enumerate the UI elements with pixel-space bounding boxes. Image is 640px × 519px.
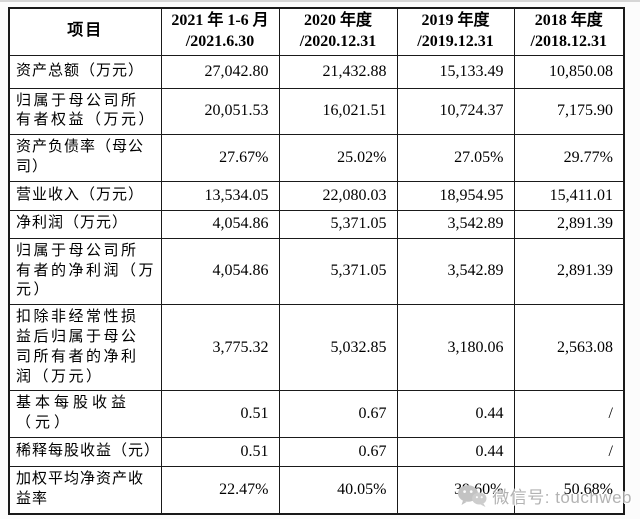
cell-value: 3,542.89 xyxy=(396,209,515,239)
header-period-2019: 2019 年度 /2019.12.31 xyxy=(396,7,515,56)
cell-value: 25.02% xyxy=(278,134,398,182)
table-row-revenue: 营业收入（万元） 13,534.05 22,080.03 18,954.95 1… xyxy=(8,180,625,211)
cell-value: 0.51 xyxy=(160,390,280,438)
table-row-net-profit: 净利润（万元） 4,054.86 5,371.05 3,542.89 2,891… xyxy=(8,209,625,239)
table-row-parent-net-profit: 归属于母公司所 有者的净利润（万 元） 4,054.86 5,371.05 3,… xyxy=(8,237,625,306)
cell-value: 27,042.80 xyxy=(160,54,280,89)
table-row-parent-equity: 归属于母公司所 有者权益（万元） 20,051.53 16,021.51 10,… xyxy=(8,87,625,136)
cell-value: 22,080.03 xyxy=(278,180,398,211)
cell-value: 2,891.39 xyxy=(513,237,625,306)
cell-value: 16,021.51 xyxy=(278,87,398,136)
row-label: 归属于母公司所 有者的净利润（万 元） xyxy=(8,237,162,306)
table-row-diluted-eps: 稀释每股收益（元） 0.51 0.67 0.44 / xyxy=(8,436,625,467)
cell-value: 0.44 xyxy=(396,436,515,467)
cell-value: 3,775.32 xyxy=(160,304,280,392)
cell-value: 27.67% xyxy=(160,134,280,182)
cell-value: / xyxy=(513,436,625,467)
cell-value: 40.05% xyxy=(278,465,398,515)
cell-value: 15,411.01 xyxy=(513,180,625,211)
cell-value: 0.44 xyxy=(396,390,515,438)
financial-summary-table: 项目 2021 年 1-6 月 /2021.6.30 2020 年度 /2020… xyxy=(8,7,625,515)
cell-value: / xyxy=(513,390,625,438)
watermark: 微信号: touchweb xyxy=(457,483,632,508)
row-label: 资产负债率（母公 司） xyxy=(8,134,162,182)
header-period-2021: 2021 年 1-6 月 /2021.6.30 xyxy=(160,7,280,56)
cell-value: 22.47% xyxy=(160,465,280,515)
cell-value: 20,051.53 xyxy=(160,87,280,136)
cell-value: 3,180.06 xyxy=(396,304,515,392)
watermark-text: 微信号: touchweb xyxy=(492,488,632,507)
cell-value: 50.68% xyxy=(513,465,625,515)
cell-value: 7,175.90 xyxy=(513,87,625,136)
cell-value: 3,542.89 xyxy=(396,237,515,306)
header-item: 项目 xyxy=(8,7,162,56)
cell-value: 2,891.39 xyxy=(513,209,625,239)
row-label: 资产总额（万元） xyxy=(8,54,162,89)
cell-value: 21,432.88 xyxy=(278,54,398,89)
table-row-debt-ratio: 资产负债率（母公 司） 27.67% 25.02% 27.05% 29.77% xyxy=(8,134,625,182)
table-row-basic-eps: 基本每股收益 （元） 0.51 0.67 0.44 / xyxy=(8,390,625,438)
cell-value: 15,133.49 xyxy=(396,54,515,89)
header-period-2018: 2018 年度 /2018.12.31 xyxy=(513,7,625,56)
cell-value: 0.51 xyxy=(160,436,280,467)
cell-value: 4,054.86 xyxy=(160,237,280,306)
table-row-deducted-net-profit: 扣除非经常性损 益后归属于母公 司所有者的净利 润（万元） 3,775.32 5… xyxy=(8,304,625,392)
cell-value: 18,954.95 xyxy=(396,180,515,211)
row-label: 归属于母公司所 有者权益（万元） xyxy=(8,87,162,136)
row-label: 净利润（万元） xyxy=(8,209,162,239)
cell-value: 5,371.05 xyxy=(278,237,398,306)
cell-value: 5,371.05 xyxy=(278,209,398,239)
row-label: 加权平均净资产收 益率 xyxy=(8,465,162,515)
cell-value: 27.05% xyxy=(396,134,515,182)
header-period-2020: 2020 年度 /2020.12.31 xyxy=(278,7,398,56)
cell-value: 2,563.08 xyxy=(513,304,625,392)
cell-value: 10,850.08 xyxy=(513,54,625,89)
row-label: 扣除非经常性损 益后归属于母公 司所有者的净利 润（万元） xyxy=(8,304,162,392)
wechat-icon xyxy=(457,484,487,508)
cell-value: 0.67 xyxy=(278,390,398,438)
cell-value: 13,534.05 xyxy=(160,180,280,211)
cell-value: 29.77% xyxy=(513,134,625,182)
row-label: 营业收入（万元） xyxy=(8,180,162,211)
cell-value: 0.67 xyxy=(278,436,398,467)
cell-value: 5,032.85 xyxy=(278,304,398,392)
row-label: 稀释每股收益（元） xyxy=(8,436,162,467)
row-label: 基本每股收益 （元） xyxy=(8,390,162,438)
cell-value: 10,724.37 xyxy=(396,87,515,136)
table-row-total-assets: 资产总额（万元） 27,042.80 21,432.88 15,133.49 1… xyxy=(8,54,625,89)
top-edge-strip xyxy=(0,0,640,2)
cell-value: 4,054.86 xyxy=(160,209,280,239)
table-header-row: 项目 2021 年 1-6 月 /2021.6.30 2020 年度 /2020… xyxy=(8,7,625,56)
